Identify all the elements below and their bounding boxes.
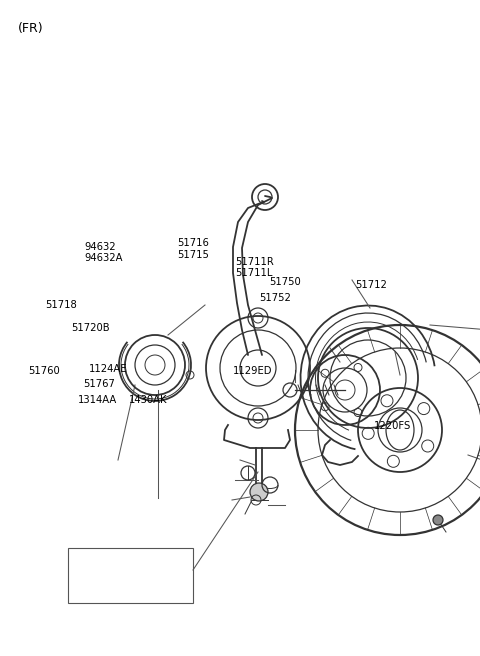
Text: 1124AE: 1124AE: [89, 364, 127, 375]
Text: 51720B: 51720B: [71, 323, 109, 333]
Text: 51750: 51750: [269, 277, 300, 287]
Text: 94632
94632A: 94632 94632A: [84, 242, 122, 263]
Text: 51718: 51718: [46, 300, 77, 310]
Text: 51767: 51767: [83, 379, 115, 389]
Text: 51712: 51712: [355, 280, 387, 291]
Circle shape: [250, 483, 268, 501]
Text: 1314AA: 1314AA: [78, 395, 118, 405]
Text: (FR): (FR): [18, 22, 44, 35]
Text: 51711R
51711L: 51711R 51711L: [235, 257, 274, 278]
Text: 1129ED: 1129ED: [233, 365, 272, 376]
Text: 51760: 51760: [28, 365, 60, 376]
Text: 51716
51715: 51716 51715: [178, 239, 209, 260]
Circle shape: [433, 515, 443, 525]
Bar: [68, 548, 193, 603]
Text: 1430AK: 1430AK: [129, 395, 167, 405]
Text: 1220FS: 1220FS: [373, 421, 411, 432]
Text: 51752: 51752: [259, 293, 291, 304]
